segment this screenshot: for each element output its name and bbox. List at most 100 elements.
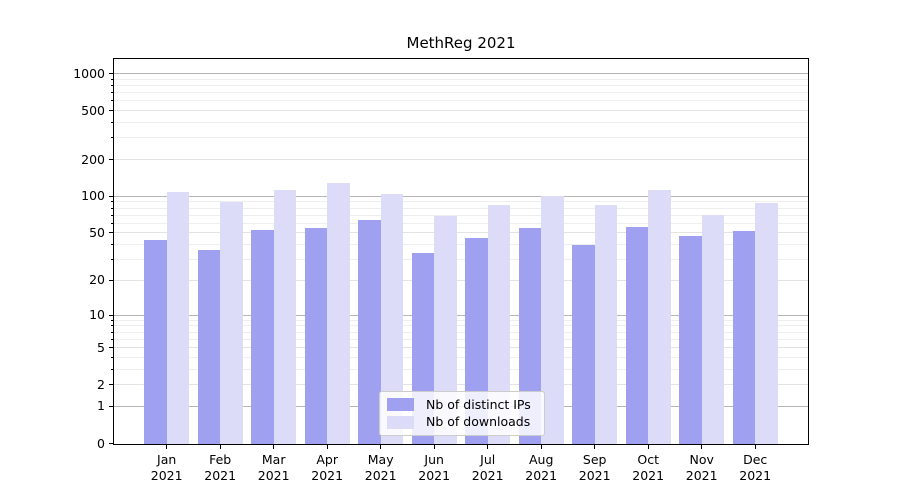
bar-distinct-ips-feb [197,250,221,444]
x-tick [647,445,649,449]
gridline-minor [114,331,808,333]
bar-downloads-nov [701,215,725,444]
bar-downloads-jan [166,192,190,444]
legend-swatch-downloads [387,415,414,429]
y-tick-minor [111,319,113,321]
x-tick [380,445,382,449]
gridline-minor [114,159,808,161]
y-tick-minor [111,259,113,261]
bar-distinct-ips-dec [732,230,756,444]
gridline-minor [114,319,808,321]
x-tick [326,445,328,449]
gridline-minor [114,325,808,327]
y-tick-minor [111,100,113,102]
bar-downloads-mar [273,189,297,444]
y-tick-minor [111,78,113,80]
x-tick-label: Oct 2021 [632,452,665,483]
bar-distinct-ips-oct [625,227,649,444]
bar-downloads-may [380,194,404,444]
bar-downloads-feb [220,201,243,444]
y-tick-minor [111,201,113,203]
bar-distinct-ips-apr [304,227,328,444]
gridline-minor [114,384,808,386]
gridline-minor [114,244,808,246]
y-tick-label: 50 [89,224,105,240]
gridline-minor [114,84,808,86]
y-tick [109,384,113,386]
y-tick-label: 20 [89,272,105,288]
y-tick-label: 10 [89,307,105,323]
legend: Nb of distinct IPs Nb of downloads [379,391,545,436]
x-tick-label: Aug 2021 [525,452,558,483]
y-tick-minor [111,84,113,86]
gridline-minor [114,347,808,349]
y-tick-minor [111,137,113,139]
x-tick [166,445,168,449]
y-tick [109,405,113,407]
gridline-minor [114,214,808,216]
x-tick-label: Jul 2021 [471,452,504,483]
gridline-minor [114,338,808,340]
gridline-major [114,195,808,197]
y-tick [109,279,113,281]
y-tick-label: 1 [97,398,105,414]
bar-downloads-oct [648,190,671,444]
x-tick [273,445,275,449]
x-tick [594,445,596,449]
gridline-minor [114,201,808,203]
gridline-minor [114,368,808,370]
bar-downloads-jul [487,204,511,444]
legend-swatch-distinct-ips [387,398,414,412]
x-tick-label: Feb 2021 [204,452,237,483]
bar-distinct-ips-jan [144,239,167,444]
x-tick-label: May 2021 [364,452,397,483]
bar-distinct-ips-may [358,219,381,444]
y-tick [109,159,113,161]
y-tick [109,232,113,234]
x-tick [433,445,435,449]
y-tick-minor [111,207,113,209]
x-tick-label: Mar 2021 [257,452,290,483]
y-tick [109,443,113,444]
bar-downloads-jun [434,215,457,444]
y-tick-minor [111,338,113,340]
bar-downloads-dec [755,203,778,444]
legend-label: Nb of distinct IPs [426,396,531,412]
y-tick-minor [111,214,113,216]
y-tick [109,73,113,75]
x-tick [219,445,221,449]
gridline-minor [114,100,808,102]
gridline-major [114,314,808,316]
gridline-minor [114,222,808,224]
x-tick [701,445,703,449]
bar-distinct-ips-nov [679,236,702,444]
y-tick-label: 200 [81,151,105,167]
gridline-minor [114,232,808,234]
y-tick [109,347,113,349]
bar-distinct-ips-mar [251,229,274,444]
y-tick-label: 5 [97,339,105,355]
y-tick-minor [111,368,113,370]
x-tick-label: Jan 2021 [150,452,183,483]
legend-label: Nb of downloads [426,414,531,430]
chart-title: MethReg 2021 [406,34,516,52]
x-tick-label: Dec 2021 [739,452,772,483]
gridline-major [114,73,808,75]
gridline-minor [114,92,808,94]
x-tick [754,445,756,449]
y-tick-label: 1000 [73,65,105,81]
bar-downloads-apr [327,182,350,444]
gridline-minor [114,279,808,281]
bar-downloads-aug [541,195,564,444]
y-tick-label: 100 [81,188,105,204]
bar-distinct-ips-sep [572,244,595,444]
y-tick-minor [111,222,113,224]
gridline-minor [114,207,808,209]
x-tick [540,445,542,449]
gridline-minor [114,122,808,124]
y-tick [109,314,113,316]
legend-item-distinct-ips: Nb of distinct IPs [387,396,537,412]
gridline-minor [114,110,808,112]
y-tick-minor [111,92,113,94]
